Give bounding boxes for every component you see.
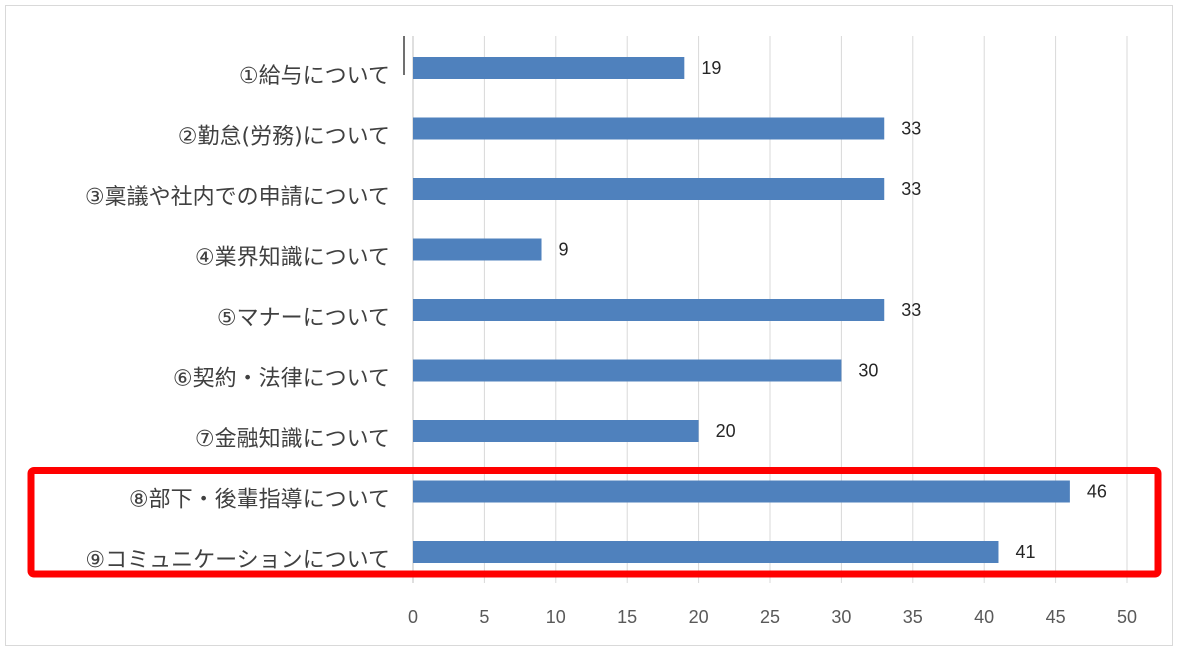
category-label: ⑥契約・法律について [173, 367, 390, 392]
category-label: ⑤マナーについて [217, 306, 390, 331]
bar [413, 480, 1070, 503]
labels: 0 5 10 15 20 25 30 35 40 45 50 ①給与について 19 ②勤怠(労務)について… [85, 58, 1137, 627]
category-label: ③稟議や社内での申請について [85, 185, 390, 210]
category-label: ⑨コミュニケーションについて [85, 548, 390, 573]
data-label: 33 [901, 179, 921, 199]
bar [413, 299, 885, 321]
x-tick-label: 5 [479, 607, 489, 627]
x-tick-label: 35 [903, 607, 923, 627]
x-tick-label: 10 [546, 607, 566, 627]
data-label: 19 [701, 58, 721, 78]
data-label: 30 [858, 361, 878, 381]
category-label: ④業界知識について [195, 246, 390, 271]
category-label: ①給与について [239, 64, 390, 89]
bar [413, 57, 685, 79]
category-label: ⑦金融知識について [195, 427, 390, 452]
highlight-layer [27, 467, 1162, 578]
highlight-box [27, 467, 1162, 578]
category-label: ②勤怠(労務)について [178, 125, 390, 150]
bar [413, 117, 885, 140]
x-tick-label: 15 [617, 607, 637, 627]
bar [413, 359, 842, 382]
data-label: 41 [1015, 542, 1035, 562]
data-label: 20 [716, 421, 736, 441]
x-tick-label: 40 [974, 607, 994, 627]
x-tick-label: 45 [1046, 607, 1066, 627]
bar [413, 420, 699, 442]
data-label: 46 [1087, 482, 1107, 502]
data-label: 33 [901, 119, 921, 139]
bars [413, 57, 1070, 563]
x-tick-label: 30 [831, 607, 851, 627]
data-label: 33 [901, 300, 921, 320]
x-tick-label: 0 [408, 607, 418, 627]
bar [413, 238, 542, 261]
chart-frame [5, 5, 1173, 646]
category-label: ⑧部下・後輩指導について [129, 488, 390, 513]
bar [413, 178, 885, 200]
x-tick-label: 25 [760, 607, 780, 627]
bar [413, 541, 999, 563]
x-tick-label: 50 [1117, 607, 1137, 627]
data-label: 9 [559, 240, 569, 260]
x-tick-label: 20 [689, 607, 709, 627]
